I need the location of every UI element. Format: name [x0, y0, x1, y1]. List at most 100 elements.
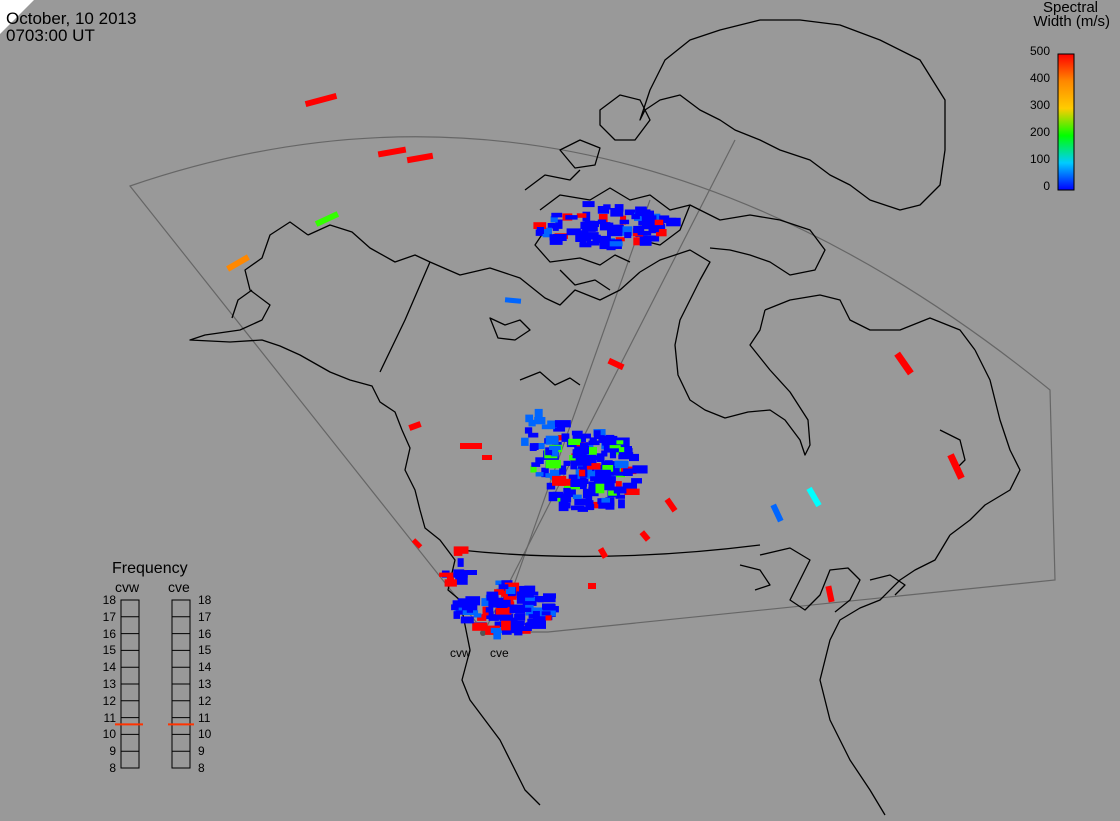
echo-cell — [770, 503, 784, 523]
echo-cell — [615, 224, 624, 231]
echo-cell — [552, 491, 564, 498]
echo-cell — [542, 603, 555, 610]
echo-cell — [572, 449, 587, 459]
echo-cell — [608, 490, 617, 496]
echo-cell — [597, 219, 607, 225]
echo-cell — [530, 465, 537, 473]
echo-cell — [599, 241, 609, 250]
echo-cell — [524, 585, 536, 595]
echo-cell — [637, 230, 652, 236]
echo-cell — [582, 201, 595, 208]
echo-cell — [565, 215, 578, 220]
echo-cell — [632, 465, 648, 474]
echo-cell — [509, 604, 526, 614]
echo-cell — [498, 615, 510, 620]
echo-cell — [495, 600, 509, 608]
echo-cell — [806, 486, 822, 508]
corner-notch — [0, 0, 34, 34]
time-label: 0703:00 UT — [6, 26, 95, 45]
echo-cell — [511, 588, 524, 596]
echo-cell — [609, 445, 621, 451]
colorbar-tick: 100 — [1029, 152, 1050, 166]
echo-cell — [560, 496, 567, 506]
frequency-tick-right: 17 — [198, 609, 212, 624]
echo-cell — [639, 236, 652, 246]
frequency-col-cvw: cvw — [115, 579, 140, 595]
echo-cell — [561, 433, 570, 442]
echo-cell — [644, 210, 654, 219]
frequency-tick-left: 9 — [109, 744, 116, 759]
frequency-tick-right: 18 — [198, 593, 212, 607]
echo-cell — [609, 241, 623, 247]
echo-cell — [625, 448, 633, 455]
colorbar-tick: 400 — [1029, 71, 1050, 85]
echo-cell — [615, 237, 625, 242]
frequency-tick-left: 12 — [102, 693, 116, 708]
echo-cell — [589, 437, 597, 443]
echo-cell — [584, 226, 596, 232]
echo-cell — [587, 232, 599, 240]
echo-cell — [599, 222, 611, 231]
echo-cell — [524, 427, 533, 434]
echo-cell — [439, 572, 455, 577]
echo-cell — [623, 468, 633, 476]
echo-cell — [579, 242, 592, 248]
echo-cell — [536, 227, 544, 234]
echo-cell — [563, 460, 571, 466]
frequency-tick-left: 8 — [109, 761, 116, 775]
frequency-tick-left: 11 — [103, 710, 116, 725]
echo-cell — [568, 474, 581, 483]
echo-cell — [444, 579, 457, 587]
echo-cell — [602, 465, 614, 475]
echo-cell — [498, 584, 509, 590]
date-label: October, 10 2013 — [6, 9, 137, 28]
echo-cell — [593, 430, 601, 439]
colorbar-tick: 300 — [1029, 98, 1050, 112]
echo-cell — [584, 220, 596, 226]
echo-cell — [597, 498, 605, 505]
echo-cell — [525, 596, 535, 602]
echo-cell — [377, 146, 407, 158]
echo-cell — [622, 482, 637, 493]
echo-cell — [504, 617, 518, 622]
echo-cell — [541, 611, 551, 616]
echo-cell — [531, 607, 543, 613]
echo-cell — [552, 223, 559, 231]
echo-cell — [618, 499, 625, 509]
echo-cell — [411, 538, 423, 549]
echo-cell — [451, 604, 459, 611]
echo-cell — [521, 437, 529, 446]
echo-cell — [533, 222, 547, 229]
echo-cell — [545, 447, 553, 456]
echo-cell — [563, 487, 576, 498]
echo-cell — [661, 217, 677, 224]
echo-cell — [453, 546, 469, 554]
echo-cell — [568, 438, 581, 445]
echo-cell — [527, 618, 542, 626]
echo-cell — [457, 558, 464, 567]
echo-cell — [551, 448, 559, 457]
echo-cell — [579, 238, 587, 246]
fov-outline — [129, 136, 1056, 634]
echo-cell — [947, 453, 965, 480]
frequency-tick-left: 15 — [102, 643, 116, 658]
echo-cell — [616, 440, 624, 445]
echo-cell — [596, 453, 605, 462]
echo-cell — [598, 501, 611, 509]
echo-cell — [582, 433, 591, 439]
echo-cell — [613, 486, 627, 494]
echo-cell — [576, 213, 587, 218]
echo-cell — [622, 226, 633, 236]
echo-cell — [825, 585, 835, 603]
echo-cell — [549, 445, 561, 450]
echo-cell — [481, 598, 492, 607]
echo-cell — [635, 206, 647, 216]
echo-cell — [473, 613, 482, 618]
radar-site-cvw-dot — [480, 630, 486, 636]
echo-cell — [482, 455, 492, 460]
echo-cell — [659, 215, 670, 220]
echo-cell — [541, 424, 555, 430]
echo-cell — [406, 152, 434, 164]
echo-cell — [598, 214, 608, 223]
echo-cell — [505, 586, 516, 594]
